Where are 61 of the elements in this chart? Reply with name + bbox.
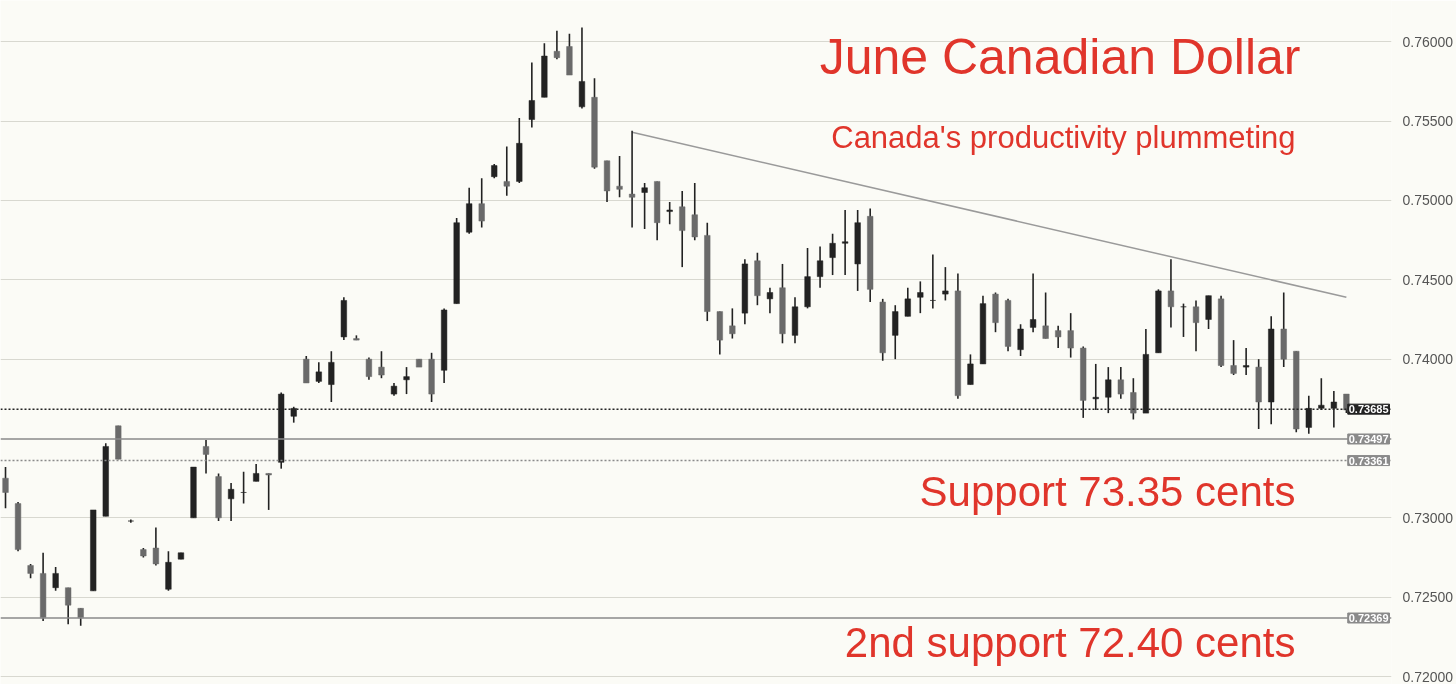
candlestick [729, 307, 736, 340]
candlestick [967, 353, 974, 386]
candlestick [929, 253, 936, 310]
candlestick [265, 472, 272, 511]
text: Canada's productivity plummeting [831, 119, 1296, 155]
candlestick [1167, 258, 1175, 329]
candlestick [829, 232, 836, 276]
candlestick [202, 439, 210, 475]
y-tick-label: 0.74000 [1402, 351, 1454, 368]
candlestick [942, 266, 949, 302]
y-tick-label: 0.74500 [1402, 271, 1454, 288]
candlestick [1230, 339, 1237, 376]
y-tick-label: 0.73000 [1402, 509, 1454, 526]
candlestick [1017, 323, 1024, 357]
ref-line-label: 0.73361 [1348, 454, 1389, 467]
candlestick [766, 286, 774, 314]
y-tick-label: 0.72500 [1402, 589, 1454, 606]
candlestick [629, 129, 636, 229]
candlestick [904, 286, 911, 318]
candlestick [816, 245, 824, 289]
candlestick [679, 190, 686, 268]
candlestick [1192, 299, 1200, 353]
candlestick [1067, 312, 1074, 359]
candlestick [315, 361, 322, 384]
candlestick [641, 182, 648, 230]
candlestick [303, 355, 310, 384]
annotation: Support 73.35 cents [919, 468, 1296, 516]
candlestick [1243, 347, 1250, 376]
candlestick [528, 61, 535, 129]
y-tick-label: 0.72000 [1402, 668, 1454, 684]
candlestick [917, 280, 924, 314]
candlestick [478, 177, 485, 229]
candlestick [892, 304, 899, 360]
y-tick-label: 0.75000 [1402, 192, 1454, 209]
candlestick [1030, 272, 1037, 333]
text: June Canadian Dollar [819, 28, 1301, 85]
candlestick [666, 201, 673, 226]
candlestick [553, 29, 560, 61]
candlestick [328, 350, 335, 403]
candlestick [842, 209, 849, 276]
candlestick [378, 350, 385, 380]
candlestick [1205, 294, 1212, 330]
candlestick [2, 466, 9, 510]
candlestick [1042, 291, 1049, 340]
candlestick [65, 586, 72, 625]
candlestick [616, 155, 623, 199]
candlestick [365, 356, 372, 381]
y-tick-label: 0.76000 [1402, 33, 1454, 50]
ref-line-label: 0.73685 [1348, 403, 1389, 416]
candlestick [691, 182, 698, 241]
ref-line-label: 0.73497 [1348, 432, 1389, 445]
candlestick [228, 482, 235, 522]
candlestick [152, 526, 159, 567]
candlestick [1117, 366, 1124, 400]
candlestick [403, 366, 410, 395]
candlestick [1055, 325, 1062, 349]
ref-line-label: 0.72369 [1348, 612, 1389, 624]
candlestick [52, 566, 59, 592]
annotation: 2nd support 72.40 cents [844, 619, 1296, 667]
candlestick [503, 145, 510, 197]
y-tick-label: 0.75500 [1402, 113, 1454, 130]
